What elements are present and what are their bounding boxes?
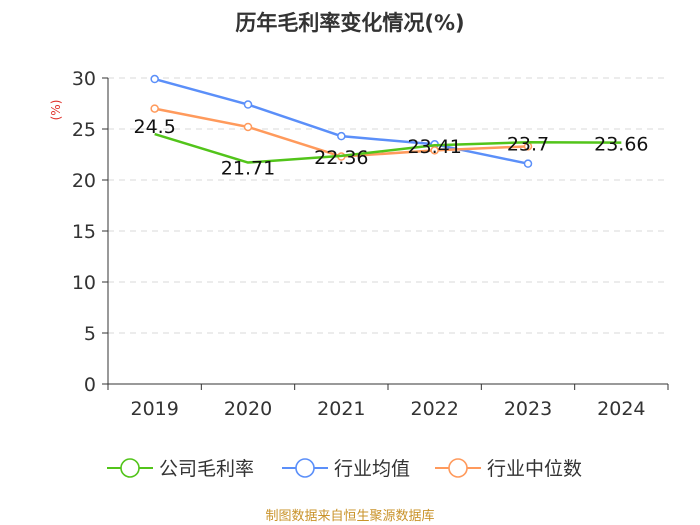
grid-lines bbox=[108, 77, 668, 334]
x-tick-label: 2023 bbox=[504, 398, 552, 420]
data-label: 23.41 bbox=[407, 136, 461, 158]
chart-title: 历年毛利率变化情况(%) bbox=[235, 11, 464, 35]
data-point[interactable] bbox=[430, 146, 439, 155]
data-point[interactable] bbox=[150, 74, 159, 84]
x-tick-label: 2019 bbox=[130, 398, 178, 420]
legend-label: 公司毛利率 bbox=[159, 458, 254, 480]
x-tick-label: 2021 bbox=[317, 398, 365, 420]
legend-label: 行业中位数 bbox=[487, 458, 582, 480]
data-point[interactable] bbox=[243, 122, 253, 132]
y-tick-label: 0 bbox=[84, 374, 96, 396]
y-axis-label: (%) bbox=[49, 100, 63, 121]
x-tick-label: 2024 bbox=[597, 398, 645, 420]
legend-marker bbox=[448, 458, 468, 478]
y-tick-label: 10 bbox=[72, 272, 96, 294]
y-tick-label: 30 bbox=[72, 68, 96, 90]
data-point[interactable] bbox=[523, 159, 533, 168]
y-tick-label: 20 bbox=[72, 170, 96, 192]
data-point[interactable] bbox=[243, 100, 253, 109]
data-labels: 24.5 21.71 22.36 23.41 23.7 23.66 bbox=[134, 116, 649, 179]
legend[interactable]: 公司毛利率 行业均值 行业中位数 bbox=[107, 458, 582, 480]
data-label: 21.71 bbox=[221, 158, 275, 180]
legend-item[interactable]: 行业均值 bbox=[282, 458, 410, 480]
legend-label: 行业均值 bbox=[334, 458, 410, 480]
data-point[interactable] bbox=[150, 104, 159, 113]
y-tick-label: 25 bbox=[72, 119, 96, 141]
legend-marker bbox=[120, 458, 140, 478]
legend-item[interactable]: 行业中位数 bbox=[435, 458, 582, 480]
series-line-0 bbox=[154, 132, 622, 164]
data-label: 23.7 bbox=[507, 133, 549, 155]
data-label: 22.36 bbox=[314, 147, 368, 169]
legend-marker bbox=[295, 458, 315, 478]
source-note: 制图数据来自恒生聚源数据库 bbox=[265, 508, 434, 524]
data-label: 24.5 bbox=[134, 116, 176, 138]
data-label: 23.66 bbox=[594, 134, 648, 156]
x-tick-label: 2022 bbox=[410, 398, 458, 420]
axes: 0 5 10 15 20 25 30 2019 2020 2021 2022 2023 2024 bbox=[72, 68, 669, 420]
y-tick-label: 15 bbox=[72, 221, 96, 243]
legend-item[interactable]: 公司毛利率 bbox=[107, 458, 254, 480]
data-point[interactable] bbox=[337, 131, 346, 141]
y-tick-label: 5 bbox=[84, 323, 96, 345]
x-tick-label: 2020 bbox=[224, 398, 272, 420]
series-lines bbox=[150, 74, 622, 168]
